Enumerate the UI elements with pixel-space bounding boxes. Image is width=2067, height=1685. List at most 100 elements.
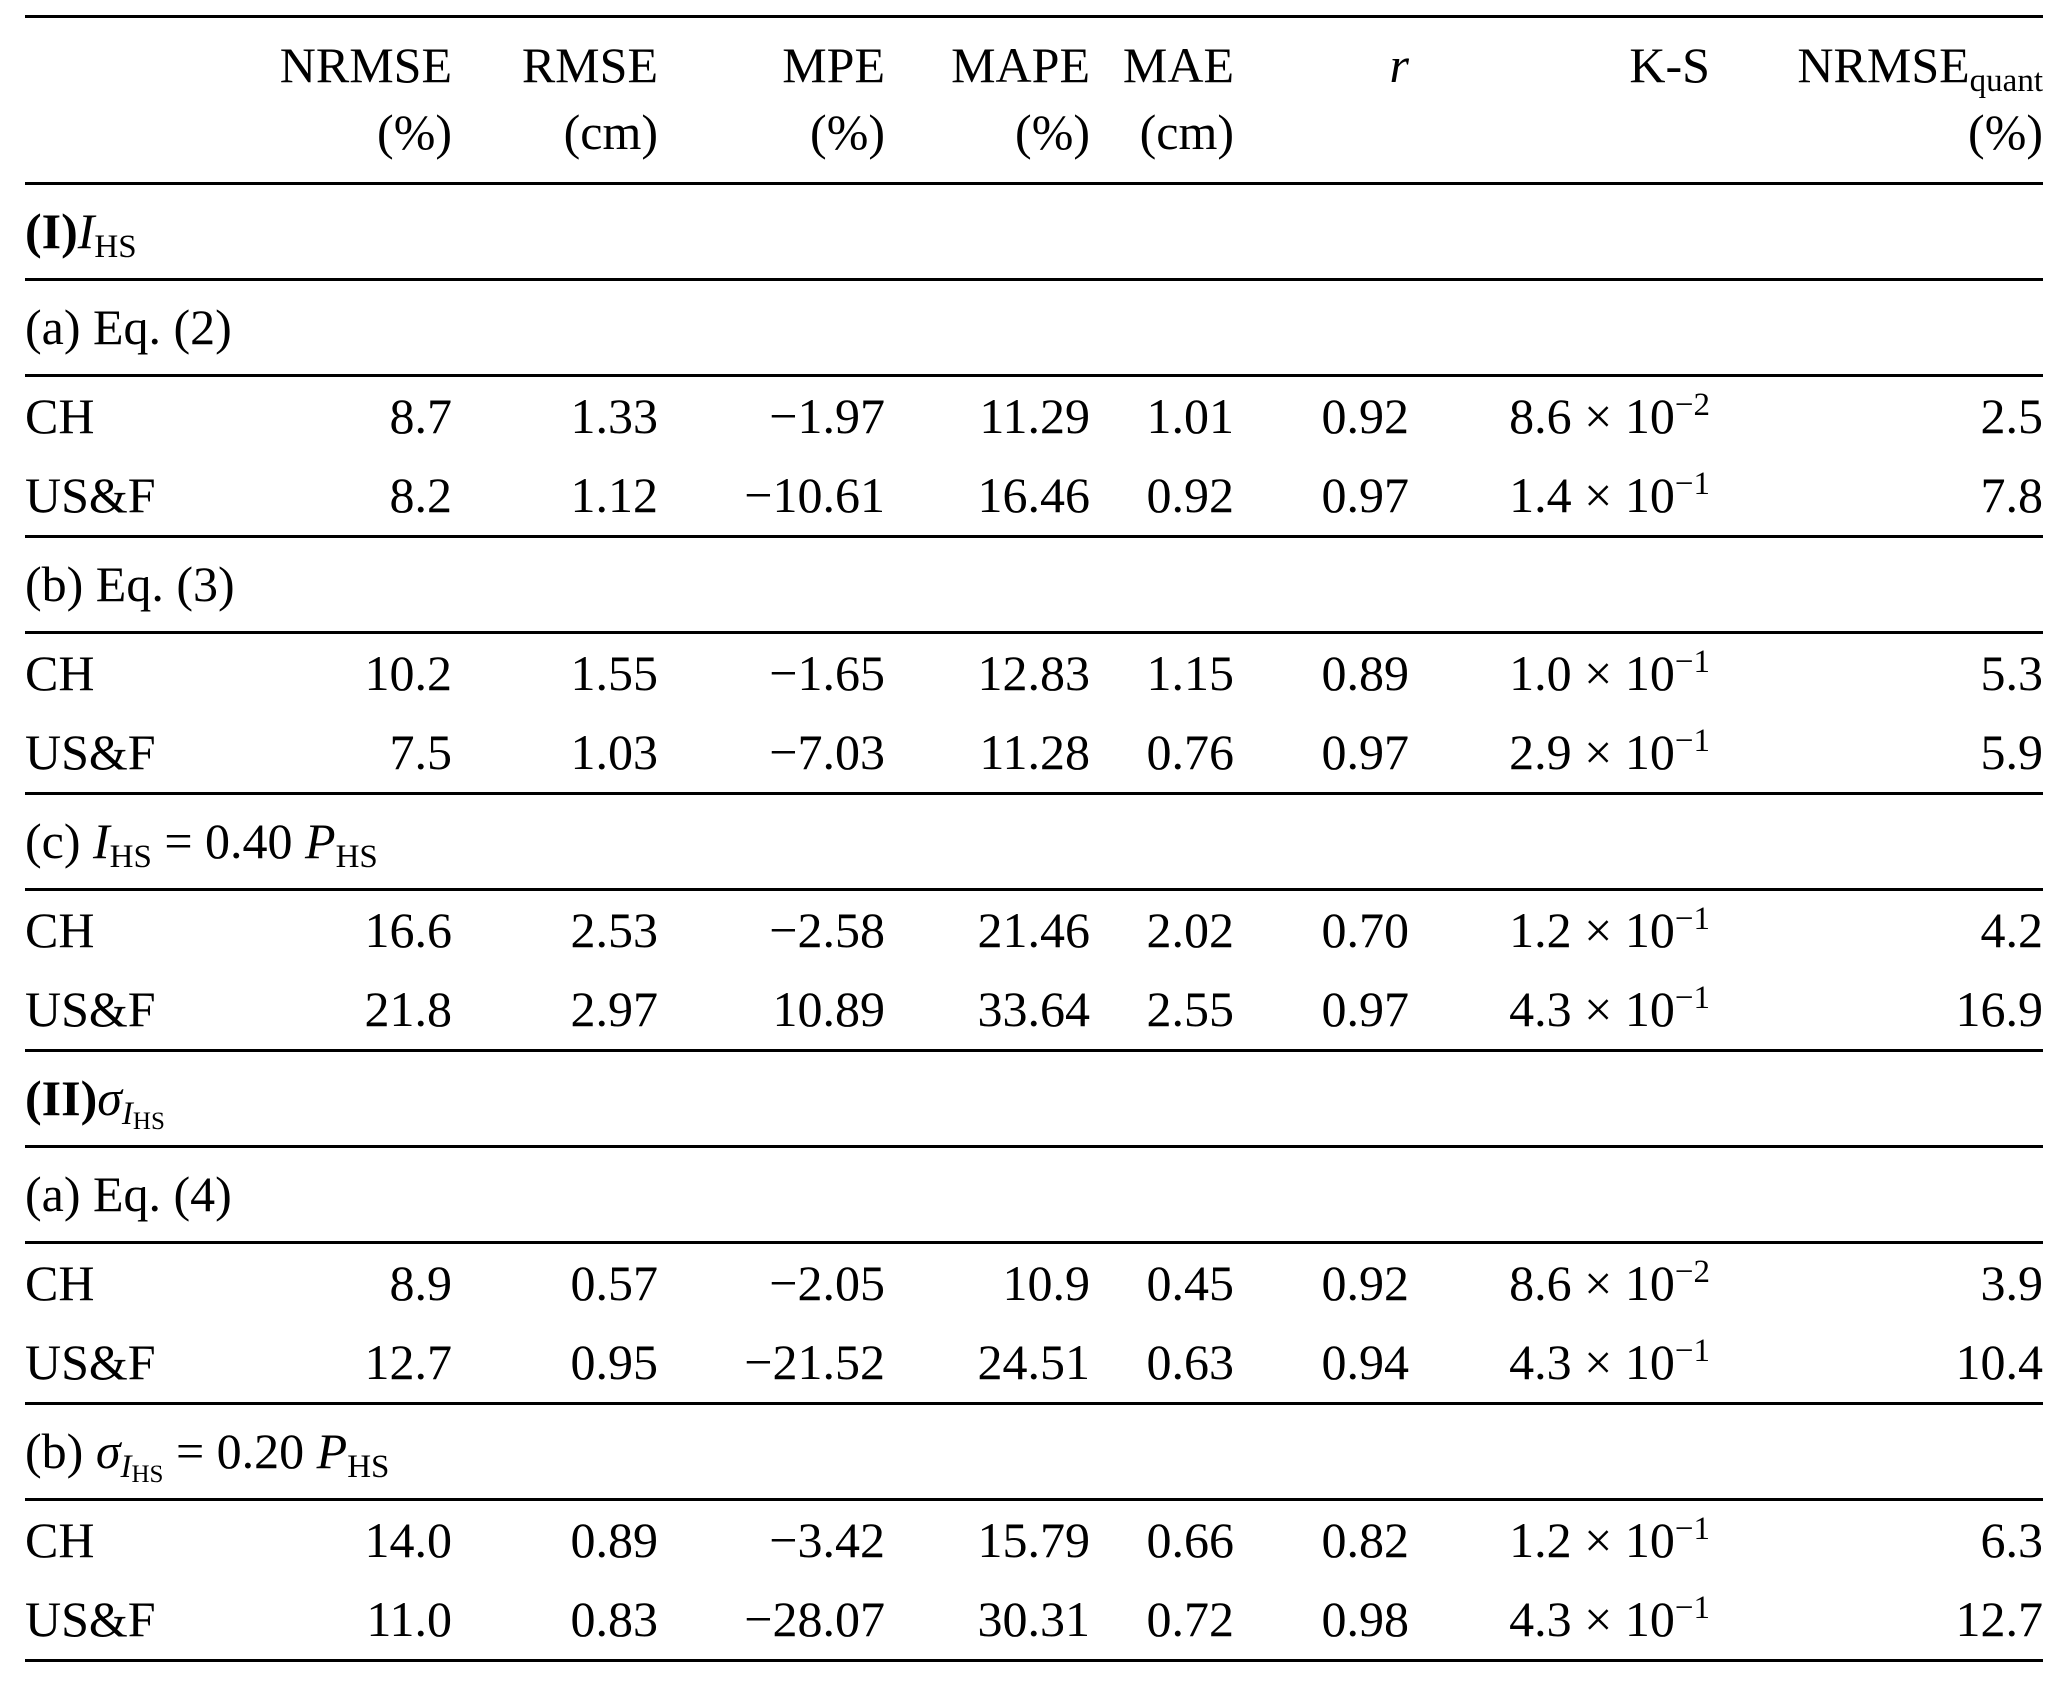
mae-cell: 1.01 <box>1146 388 1235 444</box>
nrmse-cell: 11.0 <box>245 1580 452 1662</box>
table-row: CH 16.6 2.53 −2.58 21.46 2.02 0.70 1.2 ×… <box>25 890 2043 971</box>
section-title: (a) Eq. (4) <box>25 1146 2043 1244</box>
nrmse-quant-cell: 6.3 <box>1980 1512 2044 1568</box>
col-header-mape: MAPE (%) <box>885 16 1090 185</box>
row-label: US&F <box>25 1580 245 1662</box>
mape-cell: 21.46 <box>977 902 1091 958</box>
row-label: CH <box>25 902 95 958</box>
r-cell: 0.98 <box>1234 1580 1409 1662</box>
section-title: (c) IHS = 0.40 PHS <box>25 793 2043 891</box>
r-cell: 0.92 <box>1321 388 1410 444</box>
mape-cell: 10.9 <box>1002 1255 1091 1311</box>
header-row: NRMSE (%) RMSE (cm) MPE (%) MAPE (%) MAE… <box>25 16 2043 185</box>
mape-cell: 24.51 <box>885 1323 1090 1405</box>
mpe-cell: −1.65 <box>769 645 885 701</box>
nrmse-cell: 16.6 <box>364 902 453 958</box>
table-row: US&F 7.5 1.03 −7.03 11.28 0.76 0.97 2.9 … <box>25 713 2043 795</box>
mae-cell: 1.15 <box>1146 645 1235 701</box>
col-header-nrmse: NRMSE (%) <box>245 16 452 185</box>
section-title: (II)σIHS <box>25 1050 2043 1148</box>
mape-cell: 30.31 <box>885 1580 1090 1662</box>
mae-cell: 0.63 <box>1090 1323 1234 1405</box>
row-label: US&F <box>25 456 245 538</box>
table-row: US&F 11.0 0.83 −28.07 30.31 0.72 0.98 4.… <box>25 1580 2043 1662</box>
nrmse-quant-cell: 2.5 <box>1980 388 2044 444</box>
section-row: (a) Eq. (4) <box>25 1146 2043 1244</box>
mape-cell: 12.83 <box>977 645 1091 701</box>
nrmse-cell: 8.2 <box>245 456 452 538</box>
r-cell: 0.94 <box>1234 1323 1409 1405</box>
table-row: US&F 12.7 0.95 −21.52 24.51 0.63 0.94 4.… <box>25 1323 2043 1405</box>
ks-cell: 4.3 × 10−1 <box>1409 1323 1710 1405</box>
rmse-cell: 2.97 <box>452 970 658 1052</box>
nrmse-quant-cell: 3.9 <box>1980 1255 2044 1311</box>
r-cell: 0.89 <box>1321 645 1410 701</box>
table-row: CH 8.7 1.33 −1.97 11.29 1.01 0.92 8.6 × … <box>25 376 2043 457</box>
row-label: US&F <box>25 1323 245 1405</box>
ks-cell: 4.3 × 10−1 <box>1409 1580 1710 1662</box>
ks-cell: 1.0 × 10−1 <box>1509 643 1710 701</box>
ks-cell: 1.2 × 10−1 <box>1509 900 1710 958</box>
r-cell: 0.70 <box>1321 902 1410 958</box>
rmse-cell: 1.03 <box>452 713 658 795</box>
section-row: (b) Eq. (3) <box>25 536 2043 634</box>
col-header-ks: K-S <box>1409 16 1710 185</box>
nrmse-quant-cell: 4.2 <box>1980 902 2044 958</box>
mae-cell: 0.72 <box>1090 1580 1234 1662</box>
section-title: (b) Eq. (3) <box>25 536 2043 634</box>
ks-cell: 4.3 × 10−1 <box>1409 970 1710 1052</box>
mae-cell: 0.92 <box>1090 456 1234 538</box>
nrmse-quant-cell: 10.4 <box>1710 1323 2043 1405</box>
r-cell: 0.97 <box>1234 713 1409 795</box>
nrmse-quant-cell: 16.9 <box>1710 970 2043 1052</box>
ks-cell: 2.9 × 10−1 <box>1409 713 1710 795</box>
mae-cell: 0.45 <box>1146 1255 1235 1311</box>
metrics-table: NRMSE (%) RMSE (cm) MPE (%) MAPE (%) MAE… <box>25 15 2043 1662</box>
mpe-cell: −2.58 <box>769 902 885 958</box>
mpe-cell: −10.61 <box>658 456 885 538</box>
nrmse-cell: 21.8 <box>245 970 452 1052</box>
rmse-cell: 0.95 <box>452 1323 658 1405</box>
ks-cell: 1.4 × 10−1 <box>1409 456 1710 538</box>
row-label: CH <box>25 1512 95 1568</box>
table-row: CH 14.0 0.89 −3.42 15.79 0.66 0.82 1.2 ×… <box>25 1500 2043 1581</box>
section-title: (b) σIHS = 0.20 PHS <box>25 1403 2043 1501</box>
mae-cell: 2.55 <box>1090 970 1234 1052</box>
nrmse-cell: 14.0 <box>364 1512 453 1568</box>
nrmse-quant-cell: 7.8 <box>1710 456 2043 538</box>
row-label: US&F <box>25 713 245 795</box>
col-header-mpe: MPE (%) <box>658 16 885 185</box>
r-cell: 0.82 <box>1321 1512 1410 1568</box>
mpe-cell: −21.52 <box>658 1323 885 1405</box>
table-row: CH 8.9 0.57 −2.05 10.9 0.45 0.92 8.6 × 1… <box>25 1243 2043 1324</box>
section-row: (b) σIHS = 0.20 PHS <box>25 1403 2043 1501</box>
rmse-cell: 0.57 <box>570 1255 659 1311</box>
rmse-cell: 0.89 <box>570 1512 659 1568</box>
nrmse-quant-cell: 12.7 <box>1710 1580 2043 1662</box>
col-header-rmse: RMSE (cm) <box>452 16 658 185</box>
col-header-empty <box>25 16 245 185</box>
mape-cell: 33.64 <box>885 970 1090 1052</box>
section-row: (a) Eq. (2) <box>25 279 2043 377</box>
nrmse-cell: 12.7 <box>245 1323 452 1405</box>
section-title: (I)IHS <box>25 183 2043 281</box>
mpe-cell: −7.03 <box>658 713 885 795</box>
section-title: (a) Eq. (2) <box>25 279 2043 377</box>
rmse-cell: 2.53 <box>570 902 659 958</box>
col-header-r: r <box>1234 16 1409 185</box>
rmse-cell: 1.55 <box>570 645 659 701</box>
row-label: US&F <box>25 970 245 1052</box>
mpe-cell: −28.07 <box>658 1580 885 1662</box>
row-label: CH <box>25 388 95 444</box>
table-row: US&F 8.2 1.12 −10.61 16.46 0.92 0.97 1.4… <box>25 456 2043 538</box>
mape-cell: 15.79 <box>977 1512 1091 1568</box>
section-row: (I)IHS <box>25 183 2043 281</box>
mpe-cell: −1.97 <box>769 388 885 444</box>
nrmse-cell: 8.7 <box>389 388 453 444</box>
mape-cell: 16.46 <box>885 456 1090 538</box>
row-label: CH <box>25 1255 95 1311</box>
row-label: CH <box>25 645 95 701</box>
table-row: CH 10.2 1.55 −1.65 12.83 1.15 0.89 1.0 ×… <box>25 633 2043 714</box>
mape-cell: 11.29 <box>979 388 1090 444</box>
